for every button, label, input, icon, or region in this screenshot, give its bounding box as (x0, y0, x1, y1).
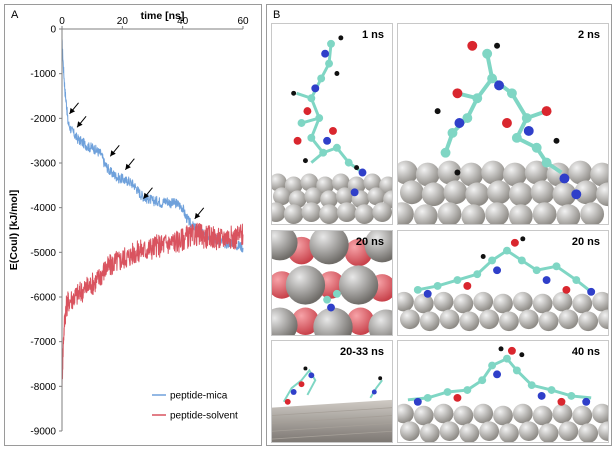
legend-label: peptide-solvent (170, 411, 238, 422)
coulomb-energy-chart: 0 20 40 60 0 -1000 -2000 -3000 -4000 -5000 -6000 -7… (8, 10, 249, 438)
molecule-image (272, 366, 392, 442)
x-tick-label: 20 (117, 16, 129, 27)
annotation-arrow (109, 144, 120, 157)
snapshot-20ns-wide: 20 ns (397, 230, 609, 336)
arrow-head (69, 107, 76, 114)
snapshot-40ns: 40 ns (397, 340, 609, 443)
panel-b-letter: B (273, 9, 281, 21)
mica-closeup-image (272, 231, 392, 335)
snapshot-label: 20 ns (355, 236, 384, 248)
y-tick-label: -7000 (30, 337, 56, 348)
snapshot-20-33ns: 20-33 ns (271, 340, 393, 443)
x-tick-label: 40 (177, 16, 189, 27)
annotation-arrow (194, 207, 205, 220)
snapshot-label: 1 ns (361, 29, 384, 41)
x-tick-label: 0 (59, 16, 65, 27)
x-axis-label: time [ns] (141, 10, 185, 22)
y-tick-label: -9000 (30, 427, 56, 438)
y-tick-label: 0 (50, 25, 56, 36)
legend-label: peptide-mica (170, 391, 228, 402)
y-axis-label: E(Coul) [kJ/mol] (8, 190, 20, 271)
arrow-head (125, 163, 131, 170)
snapshot-label: 20-33 ns (339, 346, 384, 358)
panel-a: A 0 20 40 60 0 -1000 -2000 -3000 -4000 -5000 -6000… (4, 4, 262, 446)
molecule-image (272, 35, 392, 224)
y-tick-label: -5000 (30, 248, 56, 259)
x-tick-label: 60 (237, 16, 249, 27)
y-tick-label: -6000 (30, 293, 56, 304)
snapshot-2ns: 2 ns (397, 23, 609, 225)
y-tick-label: -4000 (30, 203, 56, 214)
annotation-arrow (69, 102, 79, 115)
panel-b: B 1 ns (266, 4, 612, 446)
arrow-head (77, 121, 83, 128)
snapshot-1ns: 1 ns (271, 23, 393, 225)
y-tick-label: -2000 (30, 114, 56, 125)
annotation-arrow (124, 158, 135, 171)
annotation-arrow (143, 187, 153, 200)
molecule-image (398, 346, 608, 442)
y-tick-label: -1000 (30, 69, 56, 80)
annotation-arrow (76, 115, 87, 128)
molecule-image (398, 40, 608, 224)
arrow-head (194, 212, 201, 219)
panel-a-letter: A (11, 9, 19, 21)
y-tick-label: -8000 (30, 382, 56, 393)
series-line-peptide-solvent (61, 222, 244, 391)
snapshot-label: 40 ns (571, 346, 600, 358)
arrow-head (110, 150, 116, 157)
molecule-image (398, 236, 608, 332)
snapshot-label: 20 ns (571, 236, 600, 248)
arrow-head (143, 192, 149, 199)
snapshot-label: 2 ns (577, 29, 600, 41)
y-tick-label: -3000 (30, 159, 56, 170)
snapshot-20ns-closeup: 20 ns (271, 230, 393, 336)
series-line-peptide-mica (61, 38, 244, 253)
